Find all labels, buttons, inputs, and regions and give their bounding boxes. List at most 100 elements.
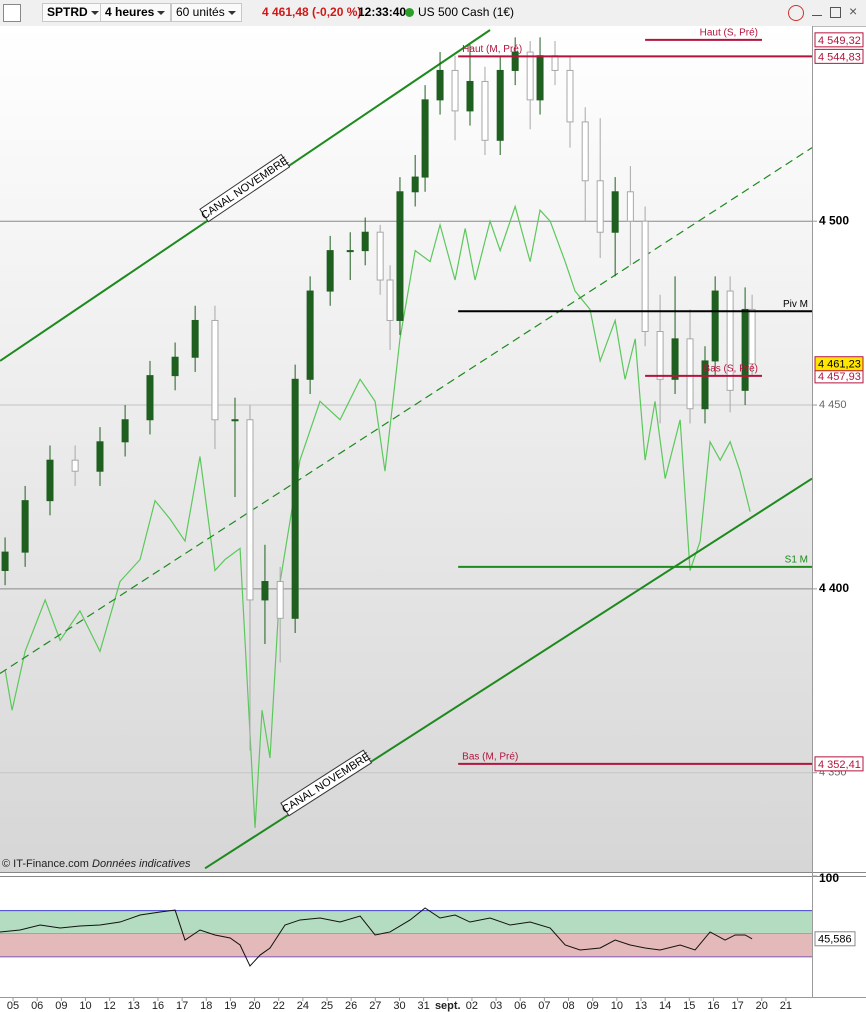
price-box <box>814 48 864 64</box>
candle-body <box>641 220 649 333</box>
symbol-select[interactable]: SPTRD <box>42 3 105 22</box>
candle-body <box>581 121 589 182</box>
price-label: 4 352,41 <box>818 759 861 771</box>
units-select[interactable]: 60 unités <box>171 3 242 22</box>
rsi-line <box>0 907 753 967</box>
candle-body <box>451 69 459 112</box>
overlay-line <box>4 204 751 828</box>
x-tick-label: 20 <box>248 1000 260 1012</box>
close-button[interactable]: × <box>849 3 858 19</box>
candle-body <box>611 191 619 233</box>
candle-body <box>551 55 559 71</box>
candle-body <box>396 191 404 321</box>
candle-body <box>306 290 314 380</box>
candle-body <box>146 375 154 421</box>
x-tick-label: 05 <box>7 1000 19 1012</box>
x-tick-label: 26 <box>345 1000 357 1012</box>
period-select[interactable]: 4 heures <box>100 3 172 22</box>
x-tick-label: 17 <box>731 1000 743 1012</box>
candle-body <box>276 581 284 619</box>
candle-body <box>421 99 429 178</box>
x-tick-label: 10 <box>611 1000 623 1012</box>
rsi-value-label: 45,586 <box>818 934 852 946</box>
x-tick-label: 09 <box>587 1000 599 1012</box>
candle-body <box>291 378 299 619</box>
candle-body <box>686 338 694 410</box>
x-tick-label: 22 <box>273 1000 285 1012</box>
candle-body <box>436 69 444 101</box>
candle-body <box>386 279 394 321</box>
price-label: 4 457,93 <box>818 371 861 383</box>
level-name: S1 M <box>785 554 808 565</box>
current-price-box <box>814 356 864 372</box>
units: 60 unités <box>176 5 225 19</box>
rsi-plot <box>0 907 812 967</box>
price-box <box>814 32 864 48</box>
candle-body <box>481 80 489 141</box>
candle-body <box>71 459 79 472</box>
candle-body <box>326 250 334 292</box>
x-tick-label: 06 <box>514 1000 526 1012</box>
x-tick-label: 14 <box>659 1000 671 1012</box>
candle-body <box>411 176 419 193</box>
x-tick-label: 31 <box>418 1000 430 1012</box>
x-tick-label: sept. <box>435 1000 461 1012</box>
candle-body <box>1 551 9 571</box>
candle-body <box>376 231 384 281</box>
candle-body <box>748 308 756 365</box>
x-tick-label: 17 <box>176 1000 188 1012</box>
x-tick-label: 16 <box>152 1000 164 1012</box>
maximize-button[interactable] <box>830 7 841 18</box>
candle-body <box>701 360 709 410</box>
price-box <box>814 756 864 772</box>
annotation-box <box>199 153 291 223</box>
toolbar: SPTRD 4 heures 60 unités 4 461,48 (-0,20… <box>0 0 866 27</box>
period: 4 heures <box>105 5 155 19</box>
x-tick-label: 24 <box>297 1000 309 1012</box>
chart-icon[interactable] <box>3 4 21 22</box>
candle-body <box>626 191 634 222</box>
candle-body <box>741 308 749 391</box>
candle-body <box>726 290 734 391</box>
x-tick-label: 09 <box>55 1000 67 1012</box>
x-tick-label: 06 <box>31 1000 43 1012</box>
y-tick-label: 4 450 <box>819 399 847 411</box>
minimize-button[interactable] <box>812 4 822 16</box>
footer: © IT-Finance.com Données indicatives <box>2 858 190 870</box>
candle-body <box>566 69 574 123</box>
candle-body <box>211 319 219 421</box>
candle-body <box>656 331 664 380</box>
x-tick-label: 16 <box>707 1000 719 1012</box>
x-tick-label: 19 <box>224 1000 236 1012</box>
symbol: SPTRD <box>47 5 88 19</box>
level-name: Bas (M, Pré) <box>462 752 518 763</box>
channel-line <box>0 147 812 674</box>
rsi-value-box <box>814 931 856 947</box>
candle-body <box>466 80 474 112</box>
refresh-button[interactable] <box>788 5 804 21</box>
price-label: 4 549,32 <box>818 35 861 47</box>
x-tick-label: 30 <box>393 1000 405 1012</box>
candle-body <box>536 55 544 101</box>
candle-body <box>171 356 179 377</box>
x-tick-label: 12 <box>104 1000 116 1012</box>
candle-body <box>596 180 604 233</box>
quote: 4 461,48 (-0,20 %) <box>262 5 362 19</box>
candle-body <box>361 231 369 252</box>
x-tick-label: 10 <box>79 1000 91 1012</box>
time: 12:33:40 <box>358 5 407 19</box>
x-tick-label: 07 <box>538 1000 550 1012</box>
main-panel <box>0 26 812 872</box>
level-name: Piv M <box>783 299 808 310</box>
candle-body <box>671 338 679 380</box>
x-tick-label: 13 <box>128 1000 140 1012</box>
candle-body <box>246 419 254 601</box>
x-tick-label: 27 <box>369 1000 381 1012</box>
level-name: Haut (S, Pré) <box>700 27 758 38</box>
annotation-box <box>280 749 373 817</box>
level-name: Bas (S, Pré) <box>704 364 758 375</box>
rsi-band <box>0 933 812 957</box>
